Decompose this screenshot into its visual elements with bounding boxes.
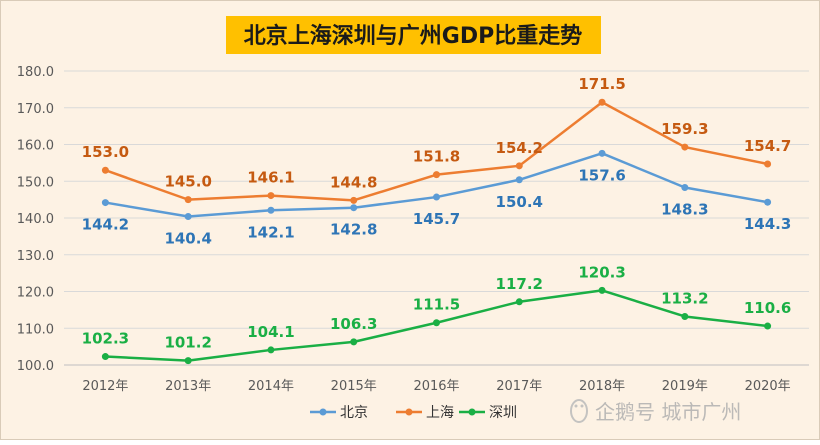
data-point: [350, 204, 358, 212]
data-label: 157.6: [578, 166, 625, 184]
legend-marker: [405, 408, 413, 416]
data-point: [350, 196, 358, 204]
data-label: 117.2: [496, 275, 543, 293]
legend-marker: [319, 408, 327, 416]
x-tick-label: 2012年: [82, 379, 128, 394]
chart-title: 北京上海深圳与广州GDP比重走势: [244, 23, 582, 49]
series-3: 102.3 101.2 104.1 106.3 111.5 117.2 120.3 113.2…: [82, 263, 791, 365]
data-label: 142.1: [247, 223, 294, 241]
data-point: [184, 357, 192, 365]
legend-item[interactable]: 深圳: [459, 405, 517, 421]
y-tick-label: 110.0: [17, 322, 54, 337]
data-label: 113.2: [661, 289, 708, 307]
data-label: 150.4: [496, 193, 543, 211]
data-label: 153.0: [82, 143, 129, 161]
x-tick-label: 2013年: [165, 379, 211, 394]
x-tick-label: 2015年: [331, 379, 377, 394]
data-point: [681, 312, 689, 320]
data-label: 154.2: [496, 139, 543, 157]
data-label: 144.3: [744, 215, 791, 233]
data-point: [433, 319, 440, 327]
data-point: [101, 353, 109, 361]
y-axis-ticks: 100.0 110.0 120.0 130.0 140.0 150.0 160.0 170.0…: [17, 65, 54, 374]
data-point: [433, 171, 440, 179]
x-tick-label: 2019年: [662, 379, 708, 394]
data-label: 102.3: [82, 330, 129, 348]
y-tick-label: 150.0: [17, 175, 54, 190]
data-label: 101.2: [164, 334, 211, 352]
data-point: [681, 183, 689, 191]
data-label: 146.1: [247, 169, 294, 187]
x-tick-label: 2016年: [413, 379, 459, 394]
series-group: 144.2 140.4 142.1 142.8 145.7 150.4 157.6 148.3…: [82, 75, 791, 365]
data-label: 151.8: [413, 148, 460, 166]
data-label: 144.8: [330, 173, 377, 191]
data-point: [184, 196, 192, 204]
data-point: [681, 143, 689, 151]
data-point: [764, 322, 772, 330]
data-point: [267, 192, 275, 200]
data-label: 144.2: [82, 216, 129, 234]
y-tick-label: 180.0: [17, 65, 54, 80]
data-label: 104.1: [247, 323, 294, 341]
data-point: [515, 176, 523, 184]
y-tick-label: 120.0: [17, 286, 54, 301]
data-point: [764, 160, 772, 168]
title-background: [226, 16, 601, 54]
y-tick-label: 100.0: [17, 359, 54, 374]
data-point: [267, 346, 275, 354]
data-label: 159.3: [661, 120, 708, 138]
watermark-text: 企鹅号 城市广州: [595, 400, 741, 424]
series-1: 144.2 140.4 142.1 142.8 145.7 150.4 157.6 148.3…: [82, 149, 791, 248]
x-axis-ticks: 2012年 2013年 2014年 2015年 2016年 2017年 2018年 2019年…: [82, 379, 790, 394]
legend[interactable]: 北京 上海 深圳: [310, 405, 517, 421]
legend-item[interactable]: 北京: [310, 405, 368, 421]
data-label: 145.7: [413, 210, 460, 228]
legend-label: 上海: [426, 405, 454, 421]
data-point: [764, 198, 772, 206]
legend-marker: [468, 408, 476, 416]
legend-label: 北京: [340, 405, 368, 421]
data-label: 148.3: [661, 200, 708, 218]
data-point: [350, 338, 358, 346]
data-label: 142.8: [330, 221, 377, 239]
data-point: [101, 199, 109, 207]
watermark: 企鹅号 城市广州: [570, 399, 741, 424]
series-2: 153.0 145.0 146.1 144.8 151.8 154.2 171.5 159.3…: [82, 75, 791, 204]
x-tick-label: 2018年: [579, 379, 625, 394]
data-label: 120.3: [578, 263, 625, 281]
data-label: 111.5: [413, 296, 460, 314]
y-tick-label: 170.0: [17, 102, 54, 117]
y-tick-label: 160.0: [17, 139, 54, 154]
data-point: [101, 166, 109, 174]
data-label: 171.5: [578, 75, 625, 93]
data-point: [184, 213, 192, 221]
data-label: 154.7: [744, 137, 791, 155]
data-point: [598, 149, 606, 157]
y-tick-label: 140.0: [17, 212, 54, 227]
data-point: [598, 98, 606, 106]
x-tick-label: 2020年: [745, 379, 791, 394]
data-label: 106.3: [330, 315, 377, 333]
penguin-icon: [570, 399, 588, 423]
data-label: 140.4: [164, 230, 211, 248]
data-point: [515, 162, 523, 170]
data-label: 145.0: [164, 173, 211, 191]
legend-label: 深圳: [489, 405, 517, 421]
data-point: [515, 298, 523, 306]
data-label: 110.6: [744, 299, 791, 317]
x-tick-label: 2014年: [248, 379, 294, 394]
data-point: [267, 206, 275, 214]
data-point: [598, 286, 606, 294]
x-tick-label: 2017年: [496, 379, 542, 394]
y-tick-label: 130.0: [17, 249, 54, 264]
data-point: [433, 193, 440, 201]
legend-item[interactable]: 上海: [396, 405, 454, 421]
